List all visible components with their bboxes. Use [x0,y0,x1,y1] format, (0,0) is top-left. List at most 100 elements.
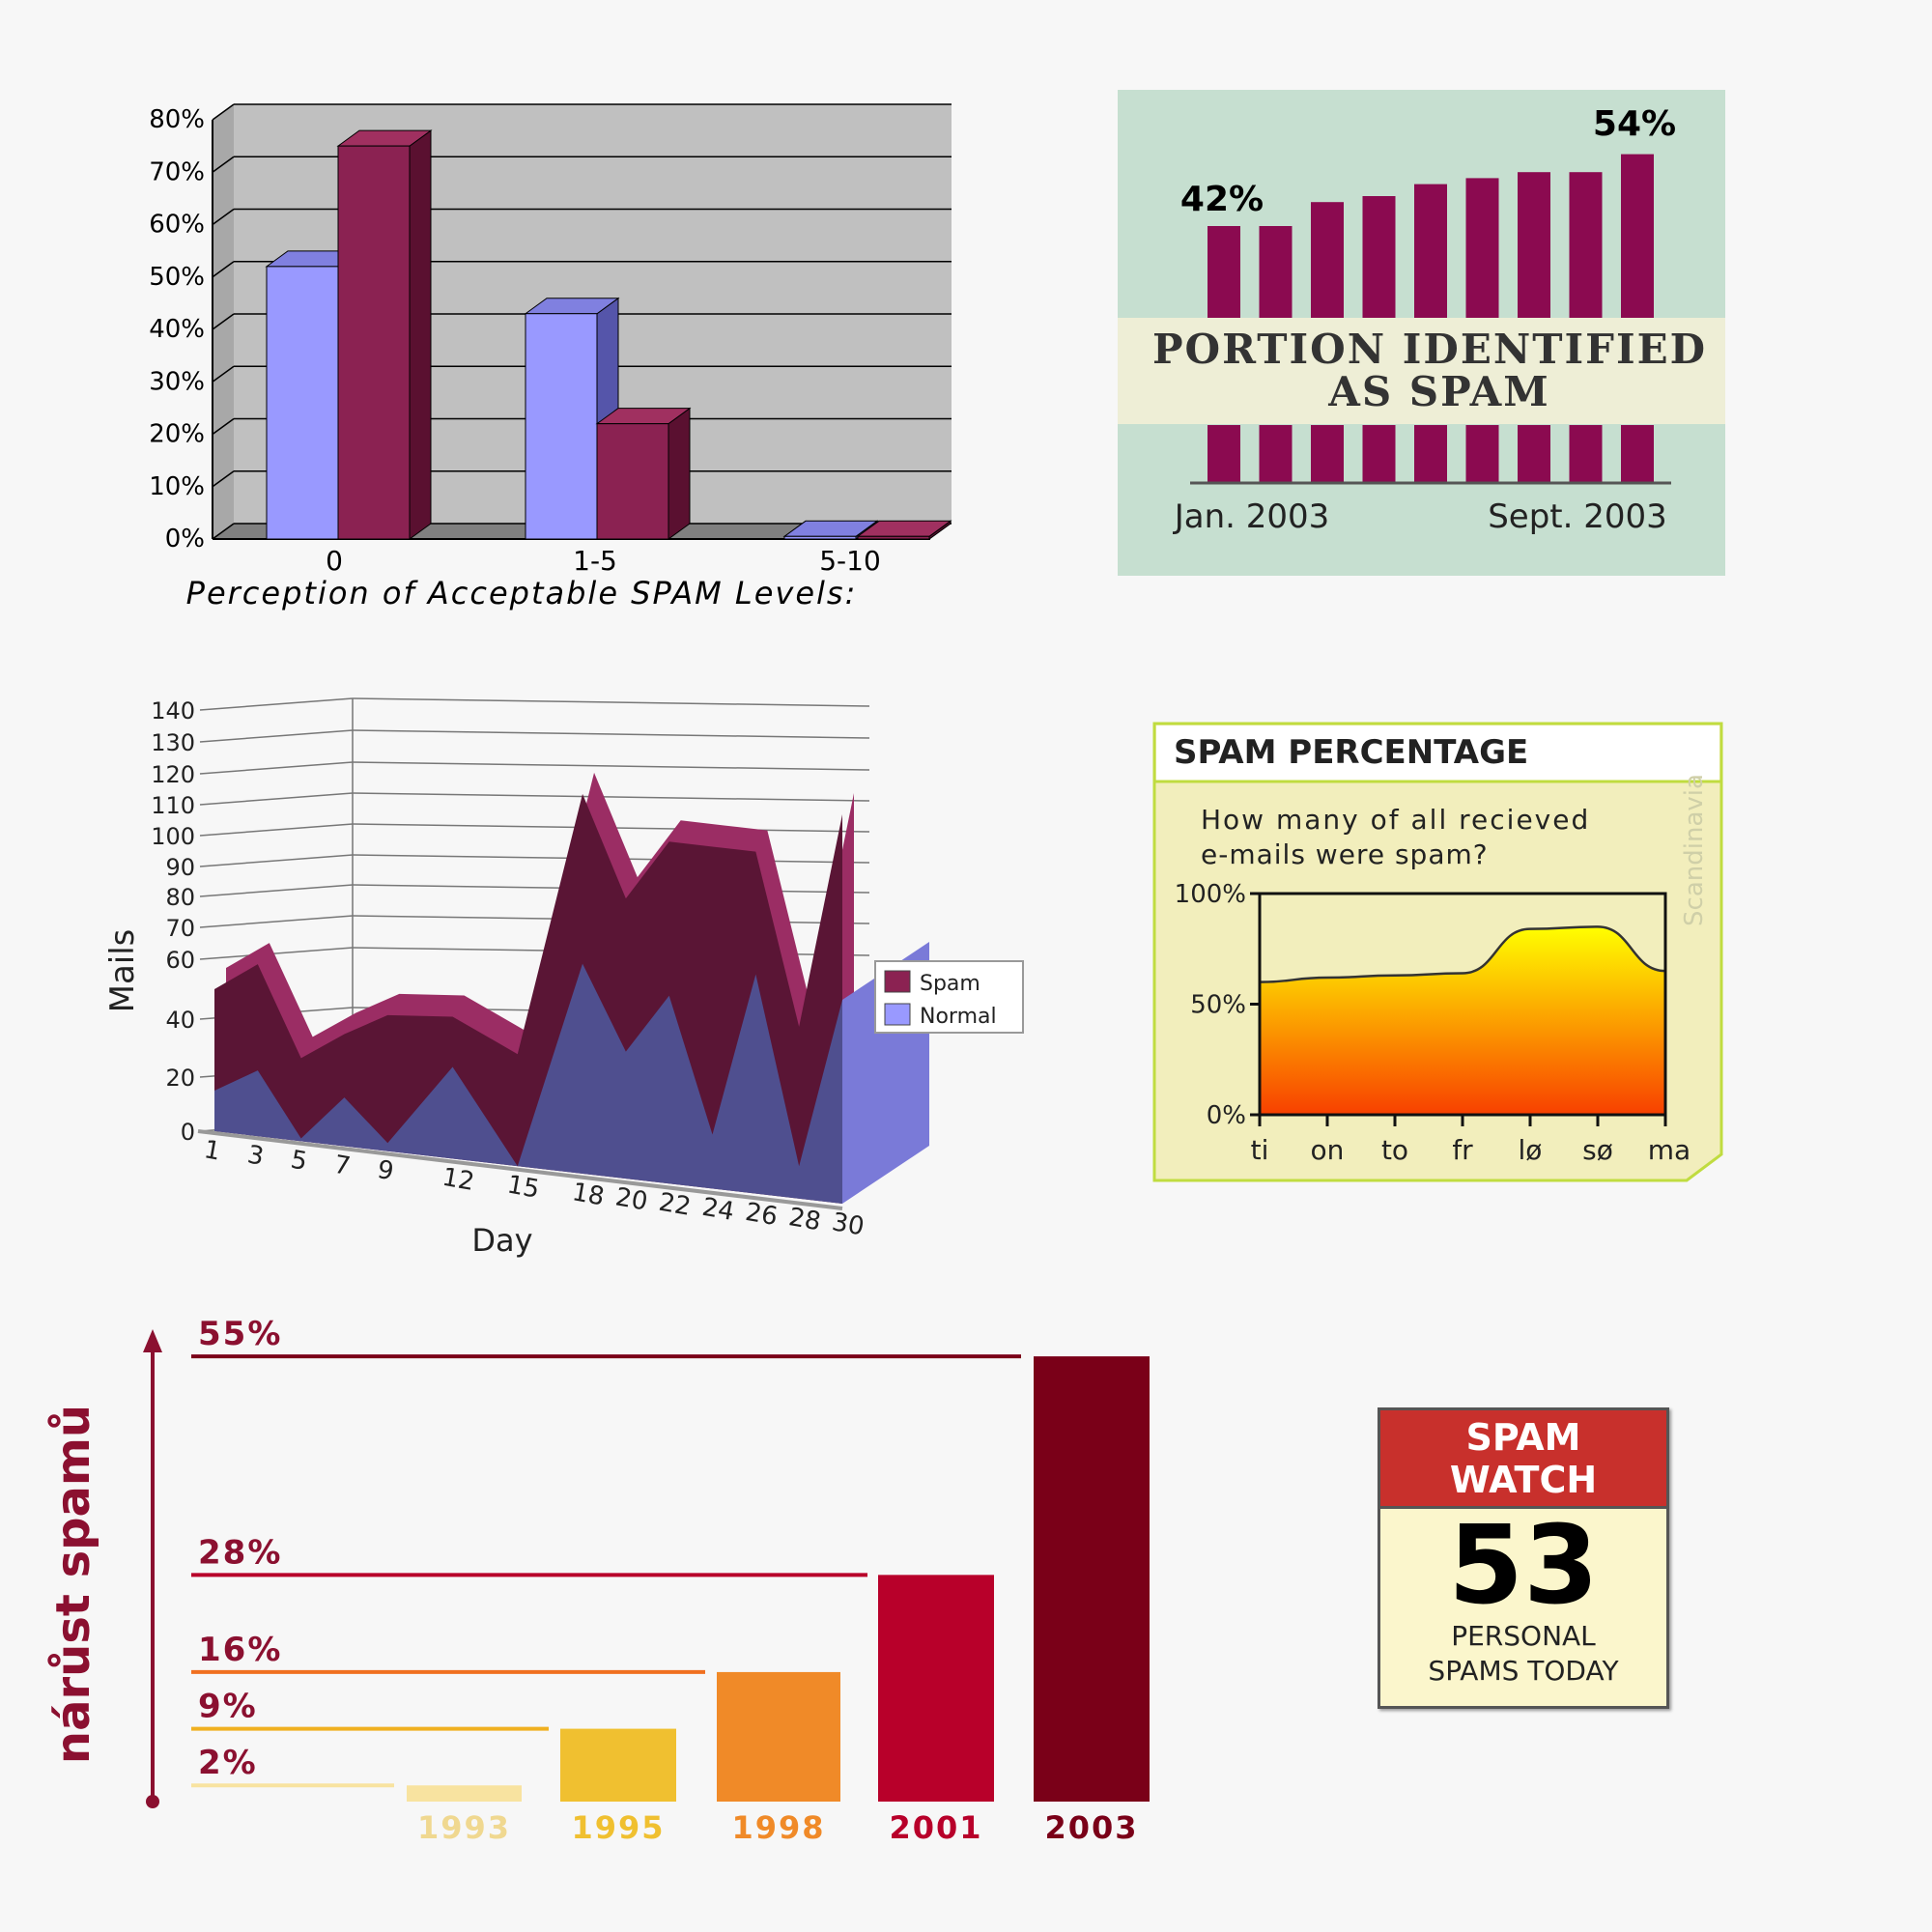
bar-upper [1362,196,1396,318]
y-tick-label: 140 [151,697,195,724]
y-tick-label: 70% [149,157,205,186]
gridline-side [212,261,235,278]
gridline-side [199,823,354,837]
x-tick-label: 12 [440,1163,477,1197]
gridline-side [199,947,354,960]
spam-area [1260,926,1665,1115]
bar-2001 [878,1575,994,1802]
y-tick-label: 80 [165,884,195,911]
legend-swatch-normal [884,1003,911,1026]
axis-origin-dot [146,1795,159,1808]
legend-label-spam: Spam [920,972,980,996]
gridline-back [352,729,870,739]
y-tick-label: 30% [149,367,205,396]
bar-lower [1311,425,1344,483]
bar-upper [1569,172,1603,318]
start-value-label: 42% [1180,180,1264,219]
y-tick-label: 40% [149,315,205,344]
gridline-back [352,697,870,707]
x-tick-label: ti [1251,1134,1269,1166]
y-tick-label: 120 [151,761,195,788]
y-tick-label: 90 [165,854,195,881]
x-tick-label: to [1381,1134,1408,1166]
x-tick-label: ma [1648,1134,1690,1166]
gridline-side [212,365,235,383]
x-axis-title: Perception of Acceptable SPAM Levels: [186,575,858,611]
x-tick-label: 26 [743,1198,780,1232]
x-axis [197,1129,843,1210]
year-label: 1995 [571,1809,665,1846]
x-tick-label: 5-10 [819,545,881,577]
bar-upper [1414,184,1447,318]
x-axis-title: Day [471,1222,532,1259]
gridline-side [212,103,235,121]
year-label: 2001 [889,1809,982,1846]
value-label: 16% [198,1631,282,1669]
gridline-side [199,884,354,897]
value-label: 2% [198,1744,258,1782]
bar-normal [783,535,857,540]
gridline-side [199,854,354,867]
y-tick-label: 0 [181,1119,195,1146]
bar-spam [337,145,411,540]
spam-watch-caption-2: SPAMS TODAY [1428,1655,1619,1687]
x-tick-label: 7 [331,1151,353,1181]
bar-upper [1465,178,1499,318]
gridline-side [199,761,354,775]
bar-1995 [560,1728,676,1802]
title-band [1118,318,1725,424]
x-start-label: Jan. 2003 [1173,497,1330,536]
bar-lower [1362,425,1396,483]
bar-lower [1621,425,1654,483]
x-tick-label: 28 [786,1203,823,1236]
x-tick-label: 1 [202,1135,223,1166]
chart-title: SPAM PERCENTAGE [1174,733,1528,772]
x-tick-label: 1-5 [573,545,617,577]
gridline-side [212,156,235,173]
bar-upper [1208,226,1240,318]
bar-upper [1311,202,1344,318]
x-tick-label: 5 [289,1146,310,1177]
bar-upper [1621,154,1654,318]
year-label: 1998 [731,1809,825,1846]
y-tick-label: 0% [1207,1101,1246,1130]
y-tick-label: 60% [149,211,205,240]
y-tick-label: 100 [151,823,195,850]
arrow-up-icon [143,1329,162,1352]
x-tick-label: lø [1519,1134,1543,1166]
value-label: 9% [198,1688,258,1726]
bar-lower [1414,425,1447,483]
spam-watch-title-1: SPAM [1465,1416,1581,1459]
bar-lower [1465,425,1499,483]
y-tick-label: 110 [151,792,195,819]
bar-lower [1518,425,1550,483]
y-tick-label: 20 [165,1065,195,1092]
bar-lower [1259,425,1293,483]
y-tick-label: 60 [165,947,195,974]
x-end-label: Sept. 2003 [1488,497,1667,536]
x-tick-label: on [1311,1134,1345,1166]
x-tick-label: 18 [570,1178,607,1211]
x-tick-label: 24 [699,1193,736,1227]
bar-spam [857,535,930,540]
spam-line [1259,925,1666,983]
y-tick-label: 130 [151,729,195,756]
bar-normal [266,266,339,540]
chart-title-line1: PORTION IDENTIFIED [1152,326,1707,373]
y-tick-label: 50% [149,263,205,292]
y-tick-label: 10% [149,472,205,501]
y-tick-label: 50% [1190,991,1246,1020]
spam-watch-caption-1: PERSONAL [1451,1620,1596,1652]
watermark: Scandinavia [1680,774,1709,926]
value-label: 55% [198,1315,282,1353]
bar-lower [1569,425,1603,483]
gridline-side [212,417,235,436]
y-tick-label: 70 [165,915,195,942]
end-value-label: 54% [1593,104,1676,144]
bar-1993 [407,1785,522,1802]
x-tick-label: sø [1582,1134,1613,1166]
gridline-side [212,523,235,540]
gridline-side [212,470,235,488]
